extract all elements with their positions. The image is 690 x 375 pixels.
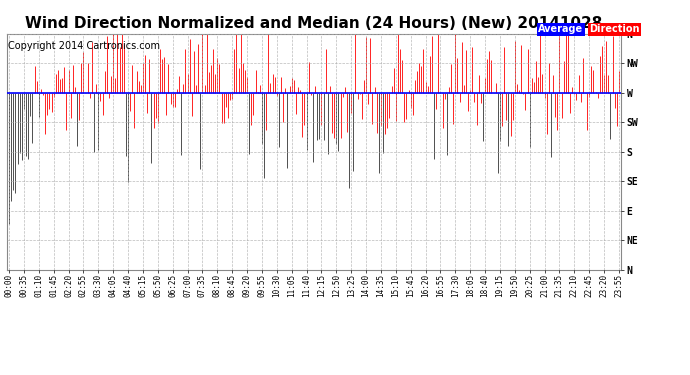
Title: Wind Direction Normalized and Median (24 Hours) (New) 20141028: Wind Direction Normalized and Median (24… xyxy=(26,16,602,31)
Text: Average: Average xyxy=(538,24,583,34)
Text: Direction: Direction xyxy=(589,24,640,34)
Text: Copyright 2014 Cartronics.com: Copyright 2014 Cartronics.com xyxy=(8,41,160,51)
